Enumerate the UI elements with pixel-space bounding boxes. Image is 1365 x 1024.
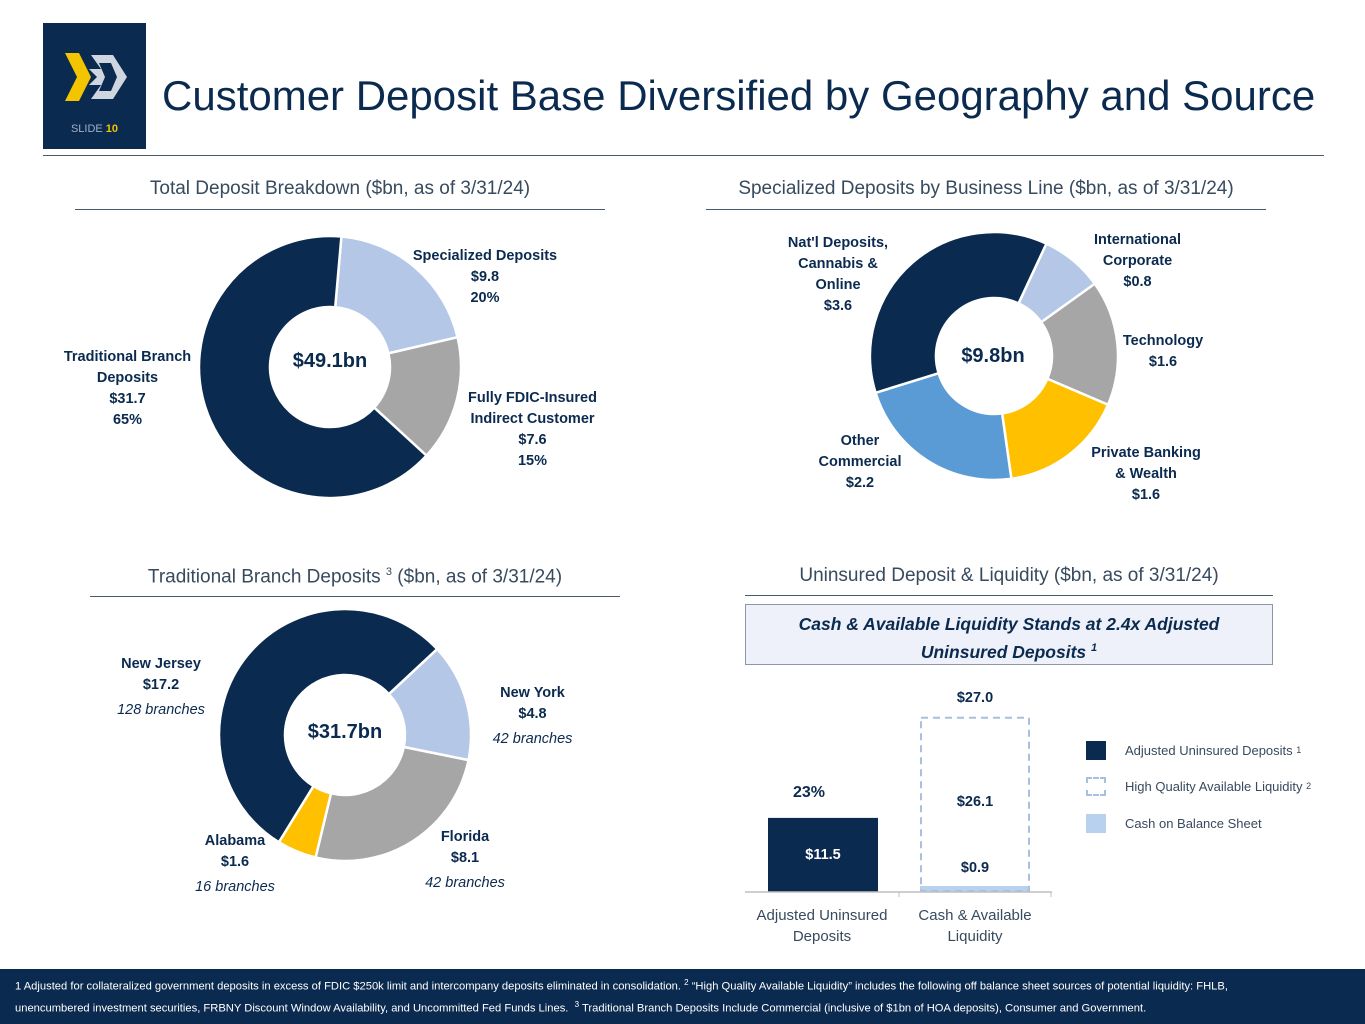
charts-canvas bbox=[197, 230, 1120, 897]
natl-deposits-label: Nat'l Deposits, Cannabis & Online $3.6 bbox=[787, 235, 889, 314]
legend-swatch-dark bbox=[1086, 740, 1106, 760]
total-deposit-title: Total Deposit Breakdown ($bn, as of 3/31… bbox=[149, 178, 531, 199]
footnotes: 1 Adjusted for collateralized government… bbox=[0, 969, 1365, 1024]
total-slice-traditional-branch-deposits bbox=[197, 234, 429, 500]
total-slice-specialized-deposits bbox=[333, 235, 460, 355]
specialized-center-label: $9.8bn bbox=[961, 345, 1025, 367]
total-liquidity-value: $27.0 bbox=[956, 690, 994, 706]
liquidity-rule bbox=[745, 595, 1273, 596]
legend-hqla: High Quality Available Liquidity 2 bbox=[1086, 776, 1311, 796]
logo-mark-icon bbox=[65, 53, 127, 101]
technology-label: Technology $1.6 bbox=[1122, 333, 1204, 370]
liquidity-callout: Cash & Available Liquidity Stands at 2.4… bbox=[745, 604, 1273, 665]
florida-label: Florida $8.1 42 branches bbox=[425, 829, 505, 891]
specialized-deposit-title: Specialized Deposits by Business Line ($… bbox=[738, 178, 1234, 199]
company-logo: SLIDE 10 bbox=[43, 23, 146, 149]
branch-slice-new-jersey bbox=[217, 607, 439, 844]
bar-adjusted-uninsured bbox=[768, 817, 878, 892]
branch-slice-florida bbox=[314, 745, 470, 863]
specialized-slice-other-commercial bbox=[874, 371, 1013, 482]
international-corporate-label: International Corporate $0.8 bbox=[1093, 232, 1181, 290]
alabama-label: Alabama $1.6 16 branches bbox=[195, 833, 275, 895]
specialized-slice-nat-l-deposits-cannabis-online bbox=[868, 230, 1049, 395]
total-deposit-rule bbox=[75, 209, 605, 210]
specialized-deposits-label: Specialized Deposits $9.8 20% bbox=[412, 248, 558, 306]
page-title: Customer Deposit Base Diversified by Geo… bbox=[162, 72, 1316, 119]
branch-deposit-rule bbox=[90, 596, 620, 597]
specialized-deposit-rule bbox=[706, 209, 1266, 210]
hqla-value: $26.1 bbox=[956, 794, 994, 810]
branch-center-label: $31.7bn bbox=[307, 721, 383, 743]
title-divider bbox=[43, 155, 1324, 156]
private-banking-label: Private Banking & Wealth $1.6 bbox=[1091, 445, 1201, 503]
bar-hqla bbox=[920, 716, 1030, 892]
legend-swatch-light bbox=[1086, 813, 1106, 833]
total-center-label: $49.1bn bbox=[292, 350, 368, 372]
branch-deposit-title: Traditional Branch Deposits 3 ($bn, as o… bbox=[147, 566, 563, 588]
fdic-insured-label: Fully FDIC-Insured Indirect Customer $7.6 1… bbox=[468, 390, 597, 469]
axis-label-cash-liquidity: Cash & Available Liquidity bbox=[918, 907, 1032, 945]
new-jersey-label: New Jersey $17.2 128 branches bbox=[117, 656, 205, 718]
legend-adjusted-uninsured: Adjusted Uninsured Deposits 1 bbox=[1086, 740, 1301, 760]
slide-number: SLIDE 10 bbox=[70, 123, 119, 135]
other-commercial-label: Other Commercial $2.2 bbox=[818, 433, 902, 491]
legend-cash-balance: Cash on Balance Sheet bbox=[1086, 813, 1262, 833]
adjusted-uninsured-value: $11.5 bbox=[805, 847, 841, 863]
cash-balance-value: $0.9 bbox=[960, 860, 990, 876]
new-york-label: New York $4.8 42 branches bbox=[492, 685, 573, 747]
axis-label-adjusted-uninsured: Adjusted Uninsured Deposits bbox=[756, 907, 888, 945]
liquidity-title: Uninsured Deposit & Liquidity ($bn, as o… bbox=[799, 565, 1219, 586]
uninsured-pct-label: 23% bbox=[792, 784, 826, 801]
legend-swatch-dashed bbox=[1086, 776, 1106, 796]
traditional-branch-label: Traditional Branch Deposits $31.7 65% bbox=[63, 349, 192, 428]
bar-cash-balance bbox=[920, 886, 1030, 892]
